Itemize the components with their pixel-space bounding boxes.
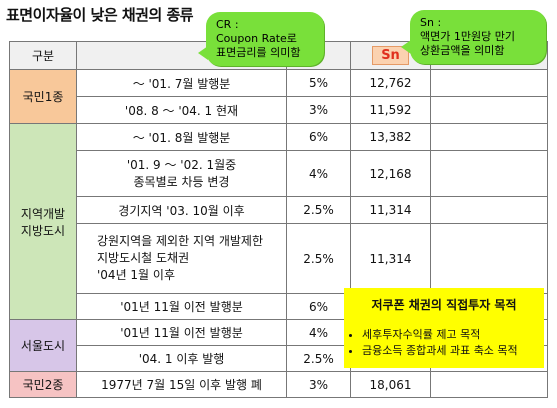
table-row: 국민2종 1977년 7월 15일 이후 발행 폐 3% 18,061 xyxy=(9,371,548,398)
cr-callout: CR : Coupon Rate로 표면금리를 의미함 xyxy=(198,12,324,66)
row-cr: 2.5% xyxy=(286,196,351,224)
cr-callout-line3: 표면금리를 의미함 xyxy=(216,46,301,59)
row-cr: 4% xyxy=(286,150,351,197)
row-desc: 경기지역 '03. 10월 이후 xyxy=(76,196,287,224)
note-item: 세후투자수익률 제고 목적 xyxy=(362,327,544,343)
row-desc: '08. 8 ～ '04. 1 현재 xyxy=(76,96,287,124)
row-extra xyxy=(430,96,548,124)
row-cr: 2.5% xyxy=(286,223,351,294)
row-desc: 1977년 7월 15일 이후 발행 폐 xyxy=(76,371,287,398)
row-desc: '01년 11월 이전 발행분 xyxy=(76,319,287,346)
group-regional-line1: 지역개발 xyxy=(20,206,66,221)
group-regional-line2: 지방도시 xyxy=(20,223,66,238)
table-row: 지역개발 지방도시 ～ '01. 8월 발행분 6% 13,382 xyxy=(9,123,548,320)
row-desc: '01년 11월 이전 발행분 xyxy=(76,293,287,320)
sn-callout-tail xyxy=(401,40,411,54)
row-sn: 18,061 xyxy=(350,371,431,398)
cr-callout-line1: CR : xyxy=(216,18,239,31)
header-category: 구분 xyxy=(9,41,77,70)
row-desc-line2: 종목별로 차등 변경 xyxy=(133,174,230,189)
table-row: '08. 8 ～ '04. 1 현재 3% 11,592 xyxy=(10,96,548,124)
row-sn: 12,762 xyxy=(350,69,431,97)
row-cr: 2.5% xyxy=(286,345,351,372)
row-desc-line1: 강원지역을 제외한 지역 개발제한 xyxy=(97,234,264,248)
row-extra xyxy=(430,223,548,294)
row-cr: 3% xyxy=(286,371,351,398)
row-extra xyxy=(430,123,548,151)
cr-callout-line2: Coupon Rate로 xyxy=(216,32,297,45)
row-desc: '04. 1 이후 발행 xyxy=(76,345,287,372)
row-desc-line2: 지방도시철 도채권 xyxy=(97,251,190,265)
note-title: 저쿠폰 채권의 직접투자 목적 xyxy=(371,298,517,312)
row-extra xyxy=(430,69,548,97)
investment-purpose-note: 저쿠폰 채권의 직접투자 목적 세후투자수익률 제고 목적 금융소득 종합과세 … xyxy=(344,288,544,368)
row-extra xyxy=(430,150,548,197)
group-regional: 지역개발 지방도시 xyxy=(9,123,77,320)
header-sn: Sn xyxy=(372,46,409,65)
sn-callout: Sn : 액면가 1만원당 만기 상환금액을 의미함 xyxy=(401,10,546,64)
row-desc: ～ '01. 8월 발행분 xyxy=(76,123,287,151)
sn-callout-line3: 상환금액을 의미함 xyxy=(420,44,505,57)
cr-callout-tail xyxy=(198,46,208,60)
row-sn: 11,314 xyxy=(350,196,431,224)
row-sn: 11,314 xyxy=(350,223,431,294)
group-national-1: 국민1종 xyxy=(9,69,77,124)
row-desc-line1: '01. 9 ～ '02. 1월중 xyxy=(126,157,237,172)
sn-callout-line2: 액면가 1만원당 만기 xyxy=(420,30,515,43)
row-cr: 6% xyxy=(286,123,351,151)
table-row: '01. 9 ～ '02. 1월중 종목별로 차등 변경 4% 12,168 xyxy=(10,150,548,197)
row-cr: 3% xyxy=(286,96,351,124)
group-national-2: 국민2종 xyxy=(9,371,77,398)
row-sn: 13,382 xyxy=(350,123,431,151)
row-cr: 6% xyxy=(286,293,351,320)
page-title: 표면이자율이 낮은 채권의 종류 xyxy=(6,6,194,24)
row-desc: 강원지역을 제외한 지역 개발제한 지방도시철 도채권 '04년 1월 이후 xyxy=(76,223,287,294)
row-extra xyxy=(430,371,548,398)
sn-callout-line1: Sn : xyxy=(420,16,442,29)
table-row: 국민1종 ～ '01. 7월 발행분 5% 12,762 xyxy=(9,69,548,124)
note-item: 금융소득 종합과세 과표 축소 목적 xyxy=(362,343,544,359)
group-seoul: 서울도시 xyxy=(9,319,77,372)
table-row: 경기지역 '03. 10월 이후 2.5% 11,314 xyxy=(10,196,548,224)
row-sn: 11,592 xyxy=(350,96,431,124)
row-sn: 12,168 xyxy=(350,150,431,197)
row-desc: ～ '01. 7월 발행분 xyxy=(76,69,287,97)
row-extra xyxy=(430,196,548,224)
note-list: 세후투자수익률 제고 목적 금융소득 종합과세 과표 축소 목적 xyxy=(344,327,544,359)
row-cr: 4% xyxy=(286,319,351,346)
row-desc-line3: '04년 1월 이후 xyxy=(97,268,175,282)
row-cr: 5% xyxy=(286,69,351,97)
table-row: 강원지역을 제외한 지역 개발제한 지방도시철 도채권 '04년 1월 이후 2… xyxy=(10,223,548,294)
row-desc: '01. 9 ～ '02. 1월중 종목별로 차등 변경 xyxy=(76,150,287,197)
